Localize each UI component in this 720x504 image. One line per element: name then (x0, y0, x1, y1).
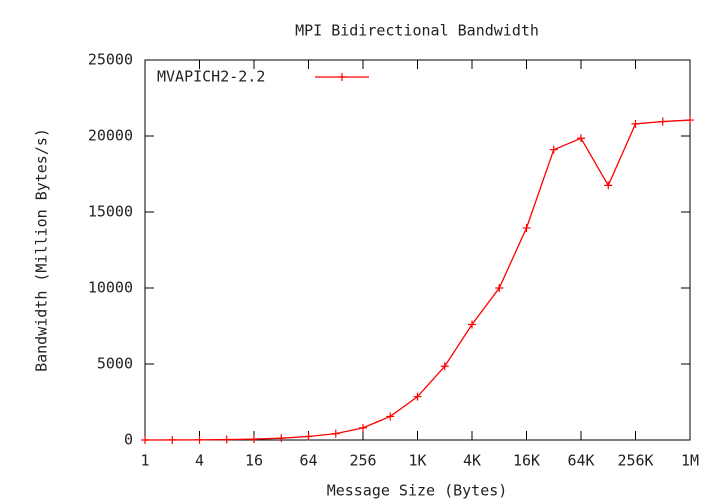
x-tick-label: 256K (617, 452, 653, 470)
point-marker (686, 116, 694, 125)
y-tick-label: 25000 (88, 51, 133, 69)
legend-marker (338, 73, 346, 81)
plot-frame (144, 59, 691, 441)
chart-title: MPI Bidirectional Bandwidth (295, 22, 539, 40)
x-tick-label: 4 (195, 452, 204, 470)
legend-label: MVAPICH2-2.2 (157, 68, 265, 86)
y-tick-label: 10000 (88, 279, 133, 297)
x-tick-label: 1 (140, 452, 149, 470)
point-marker (495, 284, 504, 292)
x-tick-label: 64K (567, 452, 594, 470)
x-tick-label: 1M (681, 452, 699, 470)
point-marker (250, 435, 258, 444)
point-marker (440, 362, 449, 371)
point-marker (577, 134, 585, 143)
point-marker (195, 435, 204, 444)
y-tick-label: 15000 (88, 203, 133, 221)
x-axis-label: Message Size (Bytes) (327, 482, 508, 500)
y-tick-label: 5000 (97, 355, 133, 373)
series-line (144, 119, 691, 441)
x-tick-label: 64 (299, 452, 317, 470)
x-tick-label: 4K (463, 452, 481, 470)
x-tick-label: 1K (408, 452, 426, 470)
point-marker (386, 412, 395, 421)
point-marker (604, 181, 613, 190)
point-marker (631, 119, 640, 128)
y-axis-label: Bandwidth (Million Bytes/s) (33, 128, 51, 372)
point-marker (331, 429, 340, 438)
x-tick-label: 256 (349, 452, 376, 470)
x-tick-label: 16K (513, 452, 540, 470)
point-marker (549, 145, 558, 154)
point-marker (141, 435, 149, 444)
point-marker (222, 435, 231, 444)
point-marker (522, 223, 531, 232)
point-marker (277, 434, 286, 443)
y-tick-label: 0 (124, 431, 133, 449)
x-tick-label: 16 (245, 452, 263, 470)
point-marker (304, 432, 313, 441)
point-marker (168, 435, 177, 444)
point-marker (413, 392, 422, 401)
point-marker (359, 423, 367, 432)
point-marker (468, 320, 476, 329)
y-tick-label: 20000 (88, 127, 133, 145)
point-marker (658, 117, 667, 126)
